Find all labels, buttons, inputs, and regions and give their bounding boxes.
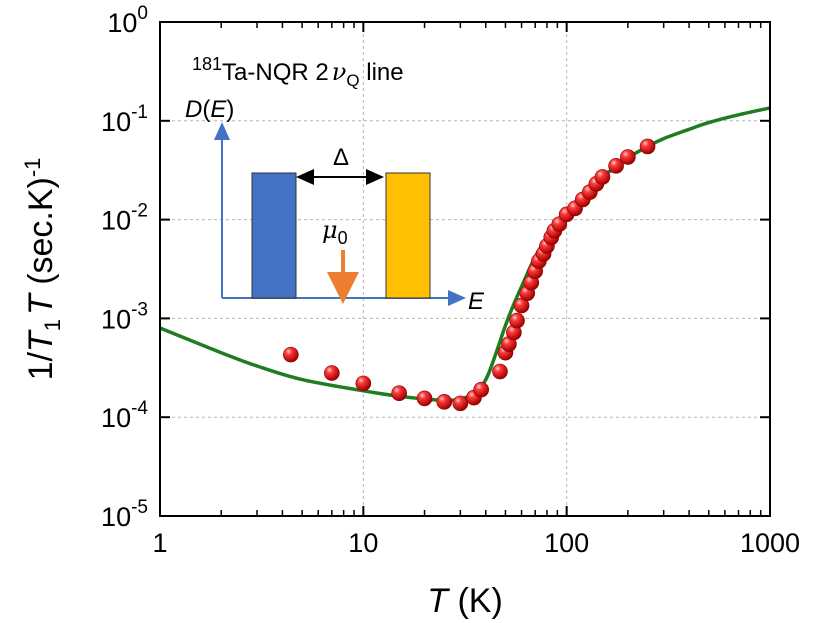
data-point [436,394,453,410]
inset-dos-e: E [210,96,227,123]
inset-dos-open: ( [202,96,210,123]
x-axis-title-unit: (K) [448,582,503,620]
data-point [608,158,624,174]
data-point [416,390,433,407]
y-axis-title-pre: 1/ [22,352,60,381]
y-tick-label: 100 [107,3,148,38]
data-point [620,149,636,165]
y-tick-label: 10-5 [101,497,148,532]
inset-energy-label: E [468,288,485,315]
y-axis-title-sub: 1 [40,319,65,331]
data-points [283,138,656,412]
x-tick-label: 1 [152,528,167,558]
inset-gap-label: Δ [333,144,349,171]
y-tick-label: 10-2 [101,201,148,236]
inset-mu: μ [322,216,338,244]
inset-upper-band [385,172,431,299]
inset-mu-sub: 0 [338,228,348,248]
data-point [473,381,490,398]
data-point [355,375,372,392]
data-point [283,346,299,363]
x-axis-title-var: T [427,582,450,620]
y-tick-label: 10-3 [101,299,148,334]
data-point [509,312,525,329]
nqr-tail: line [360,59,404,86]
y-axis-title-t2: T [22,292,60,315]
data-point [492,363,508,380]
nqr-nu: ν [332,58,347,86]
axis-ticks [159,21,771,517]
y-tick-label: 10-4 [101,398,148,433]
nqr-isotope-sup: 181 [192,54,222,74]
inset-lower-band [251,172,297,299]
x-tick-labels: 1 10 100 1000 [152,528,800,558]
fit-curve [159,106,771,403]
data-point [391,385,407,401]
data-point [324,365,340,381]
x-tick-label: 10 [348,528,378,558]
y-axis-title-t1: T [22,329,60,352]
nqr-text: Ta-NQR 2 [222,59,329,86]
inset-dos-d: D [185,96,202,123]
y-axis-title-unit: (sec.K) [22,177,60,294]
inset-band-diagram: D(E) Δ μ0 E [185,96,485,315]
nqr-line-label: 181Ta-NQR 2 νQ line [192,54,404,90]
grid-lines [160,22,770,516]
inset-mu-label: μ0 [322,216,348,248]
x-tick-label: 100 [544,528,589,558]
y-tick-labels: 100 10-1 10-2 10-3 10-4 10-5 [101,3,148,532]
data-point [452,395,469,412]
inset-dos-close: ) [226,96,234,123]
x-tick-label: 1000 [740,528,800,558]
y-axis-title: 1/T1T (sec.K)-1 [20,158,65,381]
x-axis-title: T (K) [427,582,503,620]
data-point [594,169,611,185]
data-point [639,138,656,155]
inset-dos-label: D(E) [185,96,234,123]
nqr-sub: Q [346,71,359,90]
plot-frame [159,21,771,517]
y-axis-title-sup: -1 [20,158,45,178]
y-tick-label: 10-1 [101,102,148,137]
